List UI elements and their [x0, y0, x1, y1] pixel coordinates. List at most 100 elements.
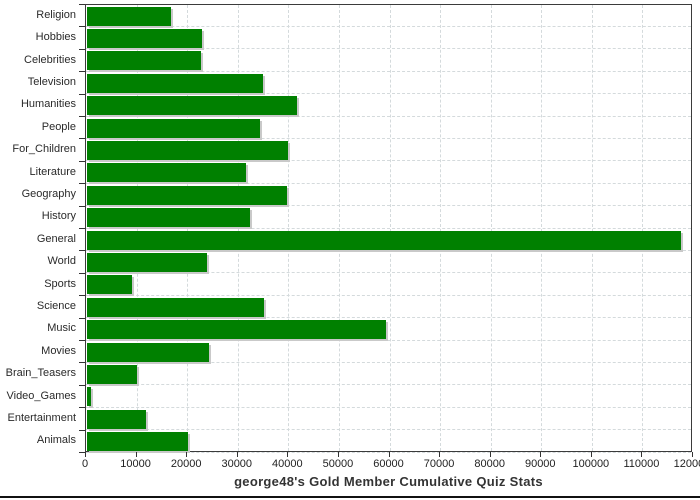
- horizontal-gridline: [86, 138, 691, 139]
- y-axis-tick: [79, 452, 85, 453]
- horizontal-gridline: [86, 48, 691, 50]
- horizontal-gridline: [86, 182, 691, 184]
- x-axis-tick: [388, 452, 390, 457]
- x-axis-tick-label: 40000: [272, 458, 303, 470]
- category-label-world: World: [47, 255, 76, 268]
- horizontal-gridline: [86, 160, 691, 162]
- category-label-entertainment: Entertainment: [7, 411, 76, 424]
- x-axis-tick: [439, 452, 441, 457]
- x-axis-tick-label: 90000: [524, 458, 556, 470]
- y-axis-tick: [79, 340, 85, 341]
- horizontal-gridline: [86, 384, 691, 386]
- horizontal-gridline: [86, 115, 691, 117]
- x-axis-tick: [135, 452, 137, 457]
- x-axis-tick-label: 20000: [170, 458, 202, 470]
- category-label-history: History: [41, 210, 76, 223]
- horizontal-gridline: [86, 362, 691, 363]
- bar-for_children: [87, 140, 288, 160]
- category-label-for_children: For_Children: [12, 143, 76, 156]
- bar-history: [87, 208, 250, 228]
- horizontal-gridline: [86, 70, 691, 72]
- bar-entertainment: [87, 409, 147, 429]
- x-axis-tick: [337, 452, 339, 457]
- x-axis-tick-label: 60000: [373, 458, 404, 470]
- y-axis-tick: [79, 183, 85, 185]
- x-axis-tick-label: 0: [81, 458, 89, 470]
- bottom-divider-line: [0, 496, 700, 498]
- horizontal-gridline: [86, 227, 691, 229]
- category-label-celebrities: Celebrities: [24, 53, 76, 66]
- y-axis-tick: [79, 48, 85, 50]
- horizontal-gridline: [86, 339, 691, 341]
- x-axis-tick-label: 70000: [423, 458, 455, 470]
- category-label-music: Music: [47, 322, 76, 335]
- category-label-literature: Literature: [29, 165, 76, 178]
- x-axis-tick: [692, 452, 693, 457]
- x-axis-tick-label: 50000: [322, 458, 354, 470]
- x-axis-tick: [236, 452, 238, 457]
- x-axis-tick: [186, 452, 188, 457]
- horizontal-gridline: [86, 272, 691, 274]
- x-axis-tick: [641, 452, 643, 457]
- category-label-geography: Geography: [21, 187, 76, 200]
- category-label-general: General: [36, 232, 76, 245]
- y-axis-tick: [79, 71, 85, 73]
- horizontal-gridline: [86, 93, 691, 95]
- y-axis-tick: [79, 272, 85, 274]
- bar-religion: [87, 6, 171, 26]
- bar-people: [87, 118, 260, 138]
- x-axis-tick-label: 120000: [673, 458, 700, 470]
- x-axis-tick: [540, 452, 542, 457]
- x-axis-tick-label: 30000: [221, 458, 253, 470]
- category-label-brain_teasers: Brain_Teasers: [5, 367, 76, 380]
- y-axis-tick: [79, 429, 85, 431]
- bar-science: [87, 297, 265, 317]
- category-label-science: Science: [36, 299, 76, 312]
- y-axis-tick: [79, 384, 85, 386]
- y-axis-tick: [79, 116, 85, 117]
- x-axis-tick: [590, 452, 592, 457]
- bar-sports: [87, 275, 132, 295]
- category-label-video_games: Video_Games: [6, 389, 76, 402]
- category-label-religion: Religion: [36, 8, 76, 21]
- x-axis-tick: [287, 452, 289, 457]
- bar-animals: [87, 432, 188, 452]
- horizontal-gridline: [86, 429, 691, 431]
- x-axis-tick: [85, 452, 86, 457]
- y-axis-tick: [79, 4, 85, 5]
- y-axis-tick: [79, 317, 85, 319]
- bar-music: [87, 320, 387, 340]
- x-axis-tick-label: 100000: [572, 458, 610, 470]
- category-label-sports: Sports: [44, 277, 76, 290]
- category-label-movies: Movies: [41, 344, 76, 357]
- bar-hobbies: [87, 28, 202, 48]
- bar-television: [87, 73, 263, 93]
- horizontal-gridline: [86, 205, 691, 207]
- x-axis-tick-label: 110000: [623, 458, 660, 470]
- bar-brain_teasers: [87, 364, 138, 384]
- horizontal-gridline: [86, 406, 691, 408]
- bar-general: [87, 230, 681, 250]
- bar-world: [87, 252, 208, 272]
- y-axis-tick: [79, 228, 85, 229]
- horizontal-gridline: [86, 317, 691, 319]
- bar-geography: [87, 185, 288, 205]
- x-axis-tick-label: 10000: [120, 458, 151, 470]
- y-axis-tick: [79, 250, 85, 252]
- horizontal-gridline: [86, 26, 691, 27]
- y-axis-tick: [79, 138, 85, 140]
- bar-movies: [87, 342, 210, 362]
- y-axis-tick: [79, 362, 85, 364]
- y-axis-tick: [79, 160, 85, 162]
- y-axis-tick: [79, 295, 85, 297]
- horizontal-gridline: [86, 294, 691, 296]
- bar-celebrities: [87, 51, 201, 71]
- y-axis-tick: [79, 407, 85, 409]
- category-label-humanities: Humanities: [20, 98, 76, 111]
- category-label-television: Television: [27, 75, 76, 88]
- horizontal-gridline: [86, 250, 691, 251]
- y-axis-tick: [79, 205, 85, 207]
- category-label-animals: Animals: [36, 434, 76, 447]
- plot-area: [85, 4, 692, 453]
